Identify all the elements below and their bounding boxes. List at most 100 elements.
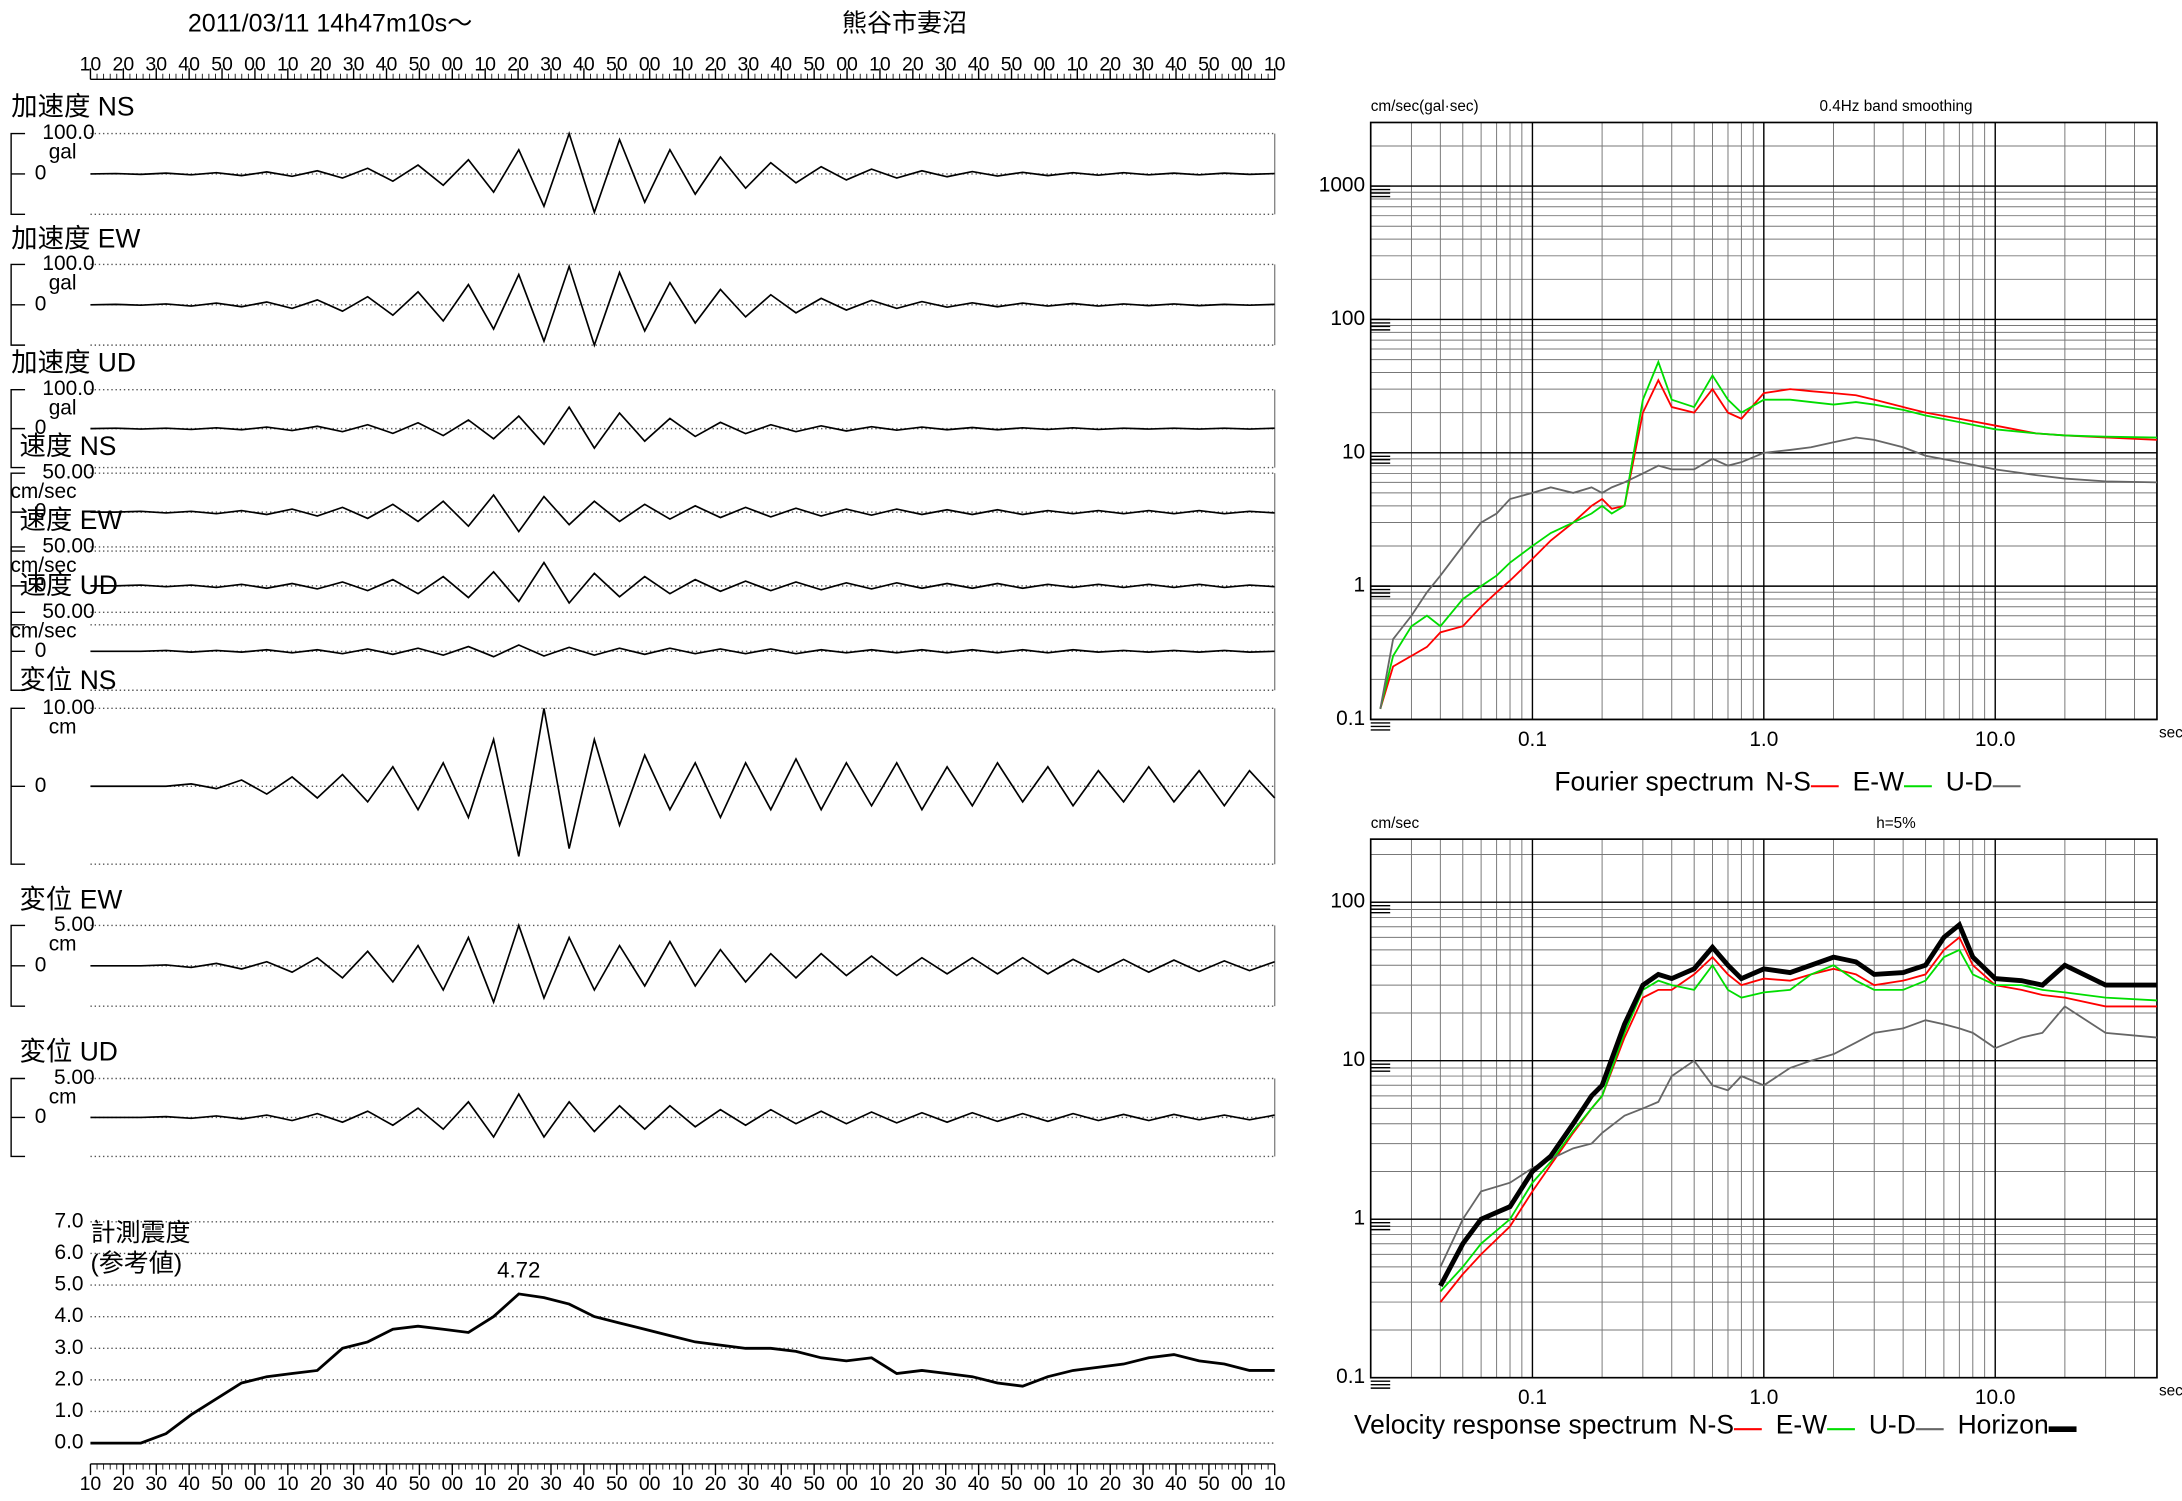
series-line	[1439, 948, 2158, 1293]
time-tick-label: 30	[145, 54, 167, 76]
time-tick-label: 50	[1001, 1473, 1023, 1495]
time-tick-label: 50	[606, 1473, 628, 1495]
y-tick-label: 5.0	[54, 1273, 83, 1296]
time-tick-label: 30	[540, 54, 562, 76]
bracket	[10, 472, 26, 552]
y-tick-label: 10.00	[42, 696, 94, 719]
time-tick-label: 20	[507, 1473, 529, 1495]
time-tick-label: 00	[441, 1473, 463, 1495]
time-tick-label: 30	[935, 1473, 957, 1495]
time-tick-label: 10	[474, 54, 496, 76]
time-tick-label: 50	[211, 54, 233, 76]
y-unit: cm/sec(gal·sec)	[1371, 98, 1479, 115]
y-tick-label: 0	[35, 639, 47, 662]
x-unit: sec	[2159, 1383, 2182, 1400]
y-tick-label: 0	[35, 573, 47, 596]
bracket	[10, 263, 26, 346]
time-tick-label: 20	[902, 1473, 924, 1495]
time-tick-label: 20	[1099, 54, 1121, 76]
datetime: 2011/03/11 14h47m10s～	[188, 10, 472, 38]
time-tick-label: 10	[1264, 54, 1286, 76]
unit-label: gal	[49, 271, 77, 294]
legend-label: U-D	[1869, 1409, 1916, 1439]
time-tick-label: 50	[803, 1473, 825, 1495]
y-tick-label: 0	[35, 161, 47, 184]
time-tick-label: 10	[80, 1473, 102, 1495]
time-tick-label: 50	[211, 1473, 233, 1495]
time-tick-label: 00	[1034, 1473, 1056, 1495]
waveform	[90, 708, 1276, 857]
time-tick-label: 40	[376, 54, 398, 76]
waveform	[90, 263, 1275, 348]
y-unit: cm/sec	[1371, 815, 1420, 832]
time-tick-label: 00	[836, 1473, 858, 1495]
y-tick-label: 50.00	[42, 461, 94, 484]
legend-label: E-W	[1776, 1409, 1827, 1439]
unit-label: cm/sec	[10, 554, 76, 577]
time-tick-label: 20	[705, 54, 727, 76]
x-tick-label: 0.1	[1518, 728, 1547, 751]
x-tick-label: 10.0	[1975, 1386, 2016, 1409]
time-tick-label: 30	[738, 1473, 760, 1495]
time-tick-label: 50	[409, 1473, 431, 1495]
y-tick-label: 10	[1342, 1048, 1365, 1071]
time-tick-label: 10	[672, 1473, 694, 1495]
time-tick-label: 10	[474, 1473, 496, 1495]
waveform	[90, 130, 1275, 216]
y-tick-label: 0	[35, 953, 47, 976]
unit-label: cm/sec	[10, 480, 76, 503]
waveform	[90, 644, 1275, 658]
time-tick-label: 00	[244, 1473, 266, 1495]
time-tick-label: 20	[113, 1473, 135, 1495]
legend-label: E-W	[1853, 766, 1904, 796]
y-tick-label: 50.00	[42, 534, 94, 557]
y-tick-label: 4.0	[54, 1304, 83, 1327]
y-tick-label: 10	[1342, 440, 1365, 463]
y-tick-label: 100	[1330, 307, 1365, 330]
trace-label: 加速度 UD	[11, 348, 136, 378]
y-tick-label: 0	[35, 292, 47, 315]
x-tick-label: 10.0	[1975, 728, 2016, 751]
series-line	[1379, 436, 2157, 710]
y-tick-label: 1	[1354, 1207, 1366, 1230]
time-tick-label: 10	[80, 54, 102, 76]
chart-title: 計測震度	[90, 1219, 190, 1247]
chart-title: h=5%	[1876, 815, 1916, 832]
time-tick-label: 50	[1198, 54, 1220, 76]
y-tick-label: 1000	[1319, 174, 1365, 197]
time-tick-label: 30	[343, 1473, 365, 1495]
y-tick-label: 100.0	[42, 252, 94, 275]
time-tick-label: 00	[1231, 54, 1253, 76]
time-tick-label: 20	[1099, 1473, 1121, 1495]
y-tick-label: 2.0	[54, 1367, 83, 1390]
waveform	[90, 560, 1275, 605]
intensity-line	[90, 1292, 1275, 1445]
waveform	[90, 1092, 1275, 1139]
time-tick-label: 10	[1066, 1473, 1088, 1495]
time-tick-label: 10	[1066, 54, 1088, 76]
time-tick-label: 30	[1132, 54, 1154, 76]
series-line	[1438, 920, 2157, 1287]
waveform	[90, 922, 1275, 1005]
x-tick-label: 1.0	[1749, 728, 1778, 751]
y-tick-label: 3.0	[54, 1336, 83, 1359]
x-tick-label: 1.0	[1749, 1386, 1778, 1409]
time-tick-label: 50	[1001, 54, 1023, 76]
bracket	[10, 546, 26, 626]
time-tick-label: 40	[178, 54, 200, 76]
time-tick-label: 10	[869, 54, 891, 76]
station: 熊谷市妻沼	[842, 10, 967, 38]
time-tick-label: 00	[244, 54, 266, 76]
time-tick-label: 40	[968, 1473, 990, 1495]
time-tick-label: 30	[540, 1473, 562, 1495]
time-tick-label: 30	[145, 1473, 167, 1495]
unit-label: cm	[49, 715, 77, 738]
trace-label: 加速度 NS	[11, 92, 134, 122]
trace-label: 変位 UD	[19, 1036, 117, 1066]
time-tick-label: 00	[836, 54, 858, 76]
plot-frame	[1369, 838, 2158, 1379]
y-tick-label: 7.0	[54, 1209, 83, 1232]
plot-frame	[1369, 121, 2158, 721]
time-tick-label: 10	[1264, 1473, 1286, 1495]
x-tick-label: 0.1	[1518, 1386, 1547, 1409]
